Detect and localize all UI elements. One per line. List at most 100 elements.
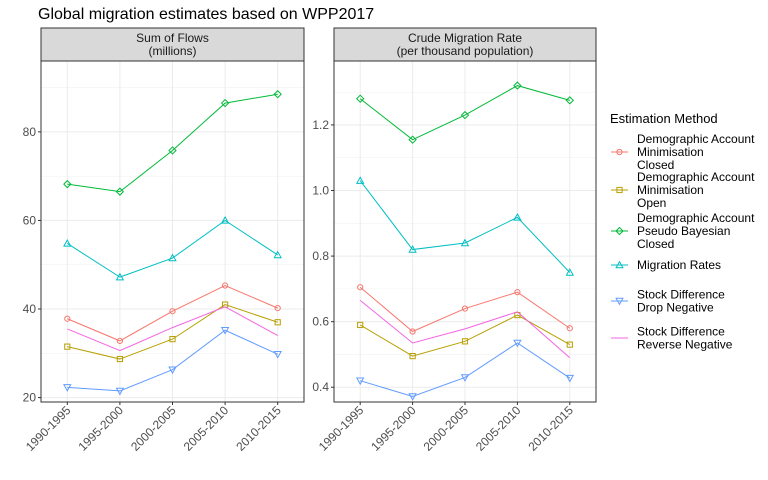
data-point-circle [514, 289, 521, 296]
legend-label: Demographic Account Minimisation Closed [637, 132, 755, 172]
data-point-triangle-down [115, 387, 125, 396]
facet-strip-label: Sum of Flows [136, 31, 209, 45]
legend-label: Stock Difference Reverse Negative [637, 325, 733, 352]
x-tick-label: 2010-2015 [525, 403, 576, 454]
series-line [359, 180, 571, 273]
data-point-circle [616, 148, 623, 156]
data-point-triangle-down [168, 366, 177, 375]
x-tick-label: 2000-2005 [421, 403, 472, 454]
legend-label: Demographic Account Minimisation Open [637, 170, 755, 210]
data-point-diamond [355, 94, 365, 103]
x-tick-label: 2010-2015 [233, 403, 284, 454]
legend-title: Estimation Method [610, 111, 718, 126]
facet-panel: Sum of Flows(millions) 20 40 60 80 1990-1995 1… [23, 27, 305, 454]
data-point-triangle-down [355, 377, 365, 386]
series-line [360, 342, 571, 397]
x-tick-label: 1995-2000 [368, 403, 419, 454]
legend-item: Demographic Account Minimisation Open [611, 170, 755, 210]
x-tick-label: 2005-2010 [473, 403, 524, 454]
legend-item: Stock Difference Reverse Negative [611, 325, 733, 352]
data-point-circle [461, 305, 469, 312]
facet-strip-label: (per thousand population) [397, 44, 534, 58]
series-line [359, 314, 571, 357]
data-point-triangle-down [63, 384, 72, 392]
data-point-diamond [460, 110, 470, 120]
data-point-circle [566, 325, 573, 332]
data-point-square [274, 319, 281, 326]
data-point-triangle-up [615, 260, 624, 269]
y-tick-label: 40 [23, 302, 37, 316]
legend-item: Demographic Account Minimisation Closed [611, 132, 755, 172]
data-point-diamond [63, 179, 72, 189]
series-line [67, 219, 278, 278]
data-point-diamond [115, 187, 125, 196]
x-tick-label: 2005-2010 [181, 403, 232, 454]
y-tick-label: 20 [23, 391, 37, 405]
data-point-square [566, 341, 573, 348]
data-point-triangle-down [460, 374, 470, 382]
x-tick-label: 1990-1995 [23, 403, 74, 454]
data-point-circle [409, 328, 416, 335]
y-tick-label: 1.2 [312, 118, 329, 132]
data-point-square [169, 336, 176, 343]
data-point-square [116, 355, 124, 363]
data-point-square [461, 338, 469, 345]
facet-strip [40, 27, 305, 62]
data-point-square [64, 343, 71, 350]
y-tick-label: 80 [23, 125, 37, 139]
facet-strip-label: Crude Migration Rate [408, 31, 522, 45]
facet-strip [333, 27, 597, 62]
y-tick-label: 1.0 [312, 184, 329, 198]
data-point-triangle-down [615, 297, 624, 306]
legend-item: Migration Rates [611, 258, 721, 272]
data-point-triangle-up [273, 250, 282, 259]
data-point-triangle-up [63, 239, 72, 247]
x-tick-label: 1995-2000 [76, 403, 127, 454]
data-point-diamond [615, 226, 624, 236]
legend-label: Migration Rates [637, 258, 721, 272]
data-point-diamond [513, 81, 522, 90]
data-point-triangle-up [408, 245, 417, 253]
data-point-diamond [273, 90, 282, 99]
data-point-triangle-up [460, 238, 470, 247]
data-point-triangle-down [220, 327, 230, 335]
data-point-triangle-up [220, 215, 230, 224]
series-line [67, 93, 278, 193]
legend: Estimation Method Demographic Account Min… [610, 111, 755, 352]
data-point-triangle-up [513, 212, 522, 221]
data-point-triangle-up [115, 272, 125, 281]
data-point-circle [357, 284, 364, 291]
data-point-square [514, 312, 521, 319]
data-point-diamond [168, 146, 177, 155]
series-line [359, 286, 571, 333]
y-tick-label: 0.6 [312, 315, 329, 329]
y-tick-label: 60 [23, 213, 37, 227]
data-point-triangle-up [168, 253, 177, 262]
legend-label: Demographic Account Pseudo Bayesian Closed [637, 211, 755, 251]
data-point-circle [64, 315, 71, 322]
data-point-triangle-down [408, 393, 417, 401]
data-point-triangle-down [565, 374, 575, 383]
data-point-circle [169, 308, 176, 315]
data-point-triangle-down [513, 339, 522, 348]
y-tick-label: 0.4 [312, 380, 329, 394]
series-line [359, 299, 571, 359]
series-line [67, 306, 278, 352]
x-tick-label: 1990-1995 [316, 403, 367, 454]
y-tick-label: 0.8 [312, 249, 329, 263]
data-point-square [357, 321, 364, 329]
data-point-square [616, 186, 623, 194]
facet-strip-label: (millions) [149, 44, 197, 58]
chart-title: Global migration estimates based on WPP2… [38, 6, 374, 23]
data-point-square [409, 352, 416, 360]
series-line [67, 304, 278, 360]
series-line [67, 284, 278, 342]
data-point-diamond [565, 96, 575, 105]
data-point-circle [222, 282, 229, 289]
data-point-diamond [408, 135, 417, 144]
data-point-triangle-up [355, 176, 365, 184]
series-line [67, 329, 278, 392]
data-point-diamond [220, 98, 230, 108]
